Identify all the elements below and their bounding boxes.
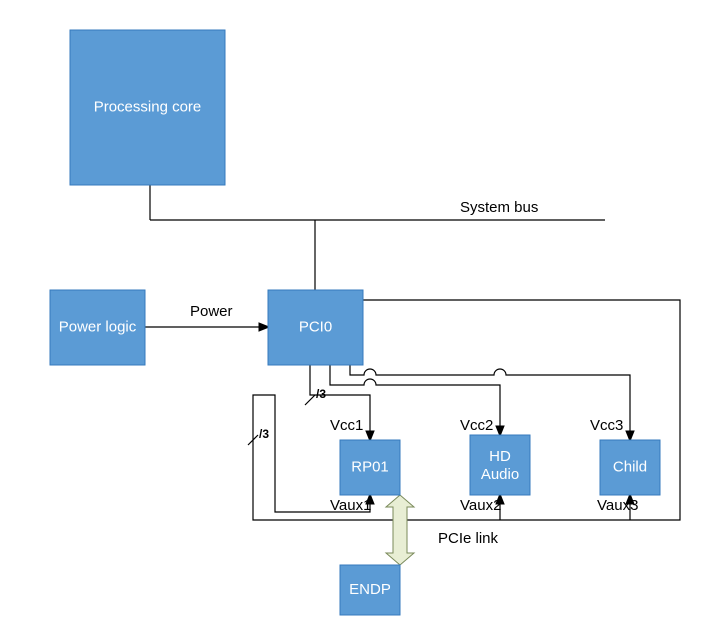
node-proc-core-label: Processing core: [94, 98, 202, 115]
node-child-label: Child: [613, 458, 647, 475]
pci0-to-vcc3-label: Vcc3: [590, 417, 623, 434]
pci0-to-vcc2-label: Vcc2: [460, 417, 493, 434]
pci0-to-vcc1-label: Vcc1: [330, 417, 363, 434]
pci0-to-vcc1-tick: [305, 395, 315, 405]
pcie-link-label: PCIe link: [438, 530, 499, 547]
node-rp01-label: RP01: [351, 458, 389, 475]
vaux1-tick-label: /3: [259, 427, 269, 441]
pcie-link: [386, 495, 414, 565]
vaux2-label: Vaux2: [460, 497, 501, 514]
sysbus-line-label: System bus: [460, 199, 538, 216]
power-to-pci0-label: Power: [190, 303, 233, 320]
node-endp-label: ENDP: [349, 581, 391, 598]
diagram-canvas: System bus Power/3 Vcc1 Vcc2 Vcc3/3 Vaux1 Vaux…: [0, 0, 708, 622]
node-power-logic-label: Power logic: [59, 318, 137, 335]
node-hd-audio-label1: HD: [489, 448, 511, 465]
vaux1-label: Vaux1: [330, 497, 371, 514]
node-hd-audio-label2: Audio: [481, 466, 519, 483]
pci0-to-vcc1-tick-label: /3: [316, 387, 326, 401]
vaux3-label: Vaux3: [597, 497, 638, 514]
node-pci0-label: PCI0: [299, 318, 332, 335]
